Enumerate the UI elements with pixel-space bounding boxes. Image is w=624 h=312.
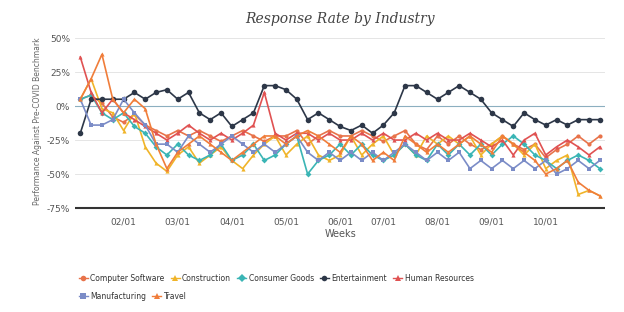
Legend: Manufacturing, Travel: Manufacturing, Travel xyxy=(79,292,187,301)
X-axis label: Weeks: Weeks xyxy=(324,229,356,239)
Y-axis label: Performance Against Pre-COVID Benchmark: Performance Against Pre-COVID Benchmark xyxy=(34,38,42,206)
Title: Response Rate by Industry: Response Rate by Industry xyxy=(245,12,435,26)
